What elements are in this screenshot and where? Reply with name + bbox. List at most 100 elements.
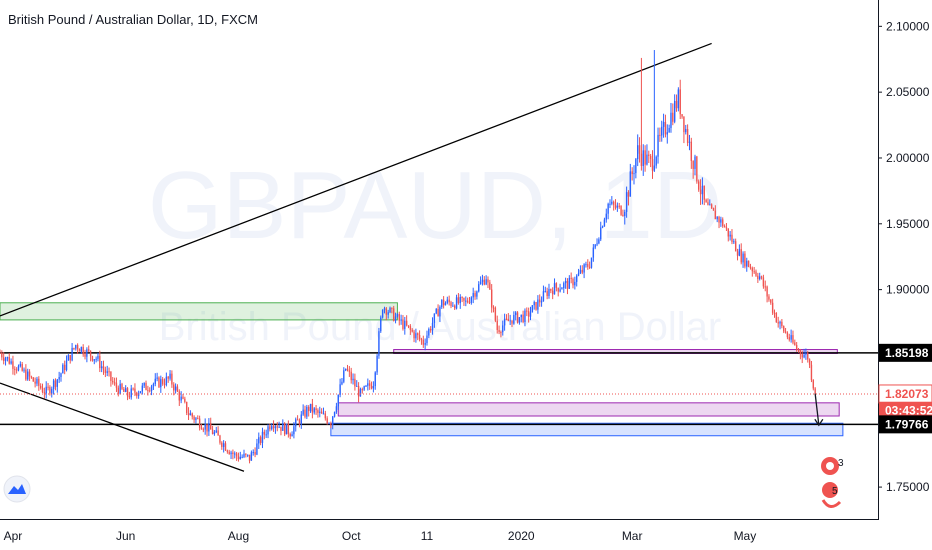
- candle-body: [328, 423, 330, 425]
- zone-green-resistance: [0, 302, 398, 321]
- price-tick-label: 2.00000: [886, 151, 930, 165]
- candle-body: [2, 357, 5, 361]
- badge-count-5: 5: [832, 486, 838, 497]
- candle-body: [398, 314, 400, 321]
- candle-body: [459, 296, 461, 304]
- zone-blue-target: [330, 422, 844, 437]
- candle-body: [60, 373, 62, 378]
- candle-body: [749, 266, 752, 269]
- candle-body: [376, 355, 378, 373]
- candle-body: [363, 386, 365, 390]
- candle-body: [596, 243, 598, 245]
- candle-body: [489, 282, 491, 290]
- candle-body: [252, 452, 254, 454]
- candle-body: [468, 302, 471, 304]
- candle-body: [145, 382, 147, 391]
- candle-body: [62, 364, 64, 374]
- chart-title: British Pound / Australian Dollar, 1D, F…: [8, 12, 258, 27]
- candle-body: [309, 403, 312, 412]
- candle-body: [614, 204, 617, 208]
- candle-body: [601, 226, 604, 228]
- candle-body: [753, 271, 755, 273]
- candle-body: [30, 376, 33, 378]
- candle-body: [766, 286, 768, 297]
- candle-body: [442, 299, 445, 306]
- candle-body: [230, 452, 232, 455]
- candle-body: [799, 349, 802, 355]
- candle-body: [1, 352, 3, 358]
- candle-body: [485, 279, 487, 285]
- candle-body: [326, 418, 328, 424]
- candle-body: [311, 403, 314, 413]
- candle-body: [206, 424, 208, 432]
- candle-body: [393, 308, 395, 321]
- candle-body: [535, 302, 537, 310]
- candle-body: [722, 219, 724, 227]
- candle-body: [6, 357, 9, 359]
- candle-body: [198, 418, 201, 428]
- candle-body: [63, 364, 66, 371]
- candle-body: [675, 100, 678, 109]
- candle-body: [378, 331, 380, 356]
- zones-layer: [0, 302, 844, 437]
- tradingview-logo-icon[interactable]: [3, 475, 31, 503]
- candle-body: [259, 437, 262, 443]
- candle-body: [283, 423, 286, 435]
- candle-body: [195, 418, 197, 420]
- candle-body: [609, 203, 611, 205]
- candle-body: [368, 383, 371, 386]
- candle-body: [452, 305, 454, 307]
- candle-body: [335, 406, 338, 412]
- candle-body: [542, 291, 545, 302]
- candle-body: [51, 388, 53, 394]
- candle-body: [372, 386, 375, 389]
- candle-body: [17, 366, 20, 371]
- candle-body: [492, 307, 495, 309]
- candle-body: [136, 392, 138, 396]
- candle-body: [261, 431, 264, 443]
- price-axis-bg[interactable]: [878, 0, 932, 550]
- candle-body: [45, 386, 47, 394]
- candle-body: [370, 385, 373, 389]
- time-axis[interactable]: Apr Jun Aug Oct 11 2020 Mar May: [4, 529, 757, 543]
- candle-body: [716, 216, 718, 220]
- candle-body: [431, 322, 434, 331]
- candle-body: [80, 347, 83, 352]
- candle-body: [119, 383, 121, 394]
- candle-body: [699, 189, 702, 195]
- candle-body: [520, 314, 522, 318]
- candle-body: [106, 371, 108, 373]
- candle-body: [612, 201, 615, 205]
- overlay-layer: [0, 393, 878, 427]
- candle-body: [291, 434, 293, 437]
- candle-body: [657, 134, 659, 157]
- candle-body: [705, 199, 707, 203]
- candle-body: [237, 456, 240, 460]
- candle-body: [254, 452, 256, 455]
- candle-body: [152, 383, 155, 387]
- candle-body: [126, 388, 129, 397]
- candle-body: [672, 112, 674, 122]
- candle-body: [557, 287, 559, 292]
- candle-body: [49, 387, 51, 394]
- candle-body: [498, 329, 500, 333]
- candle-body: [673, 100, 676, 122]
- candle-body: [97, 356, 99, 359]
- candle-body: [123, 388, 125, 392]
- candle-body: [32, 377, 34, 382]
- candle-body: [803, 354, 805, 358]
- candle-body: [211, 429, 214, 435]
- candle-body: [607, 203, 609, 214]
- candle-body: [690, 141, 693, 161]
- candle-body: [222, 443, 225, 447]
- candle-body: [688, 141, 691, 143]
- candle-body: [191, 413, 193, 417]
- candle-body: [359, 389, 362, 397]
- candle-body: [522, 314, 524, 322]
- candle-body: [788, 337, 790, 340]
- candle-body: [465, 300, 467, 302]
- candle-body: [500, 332, 502, 334]
- price-axis[interactable]: 2.10000 2.05000 2.00000 1.95000 1.90000 1.750…: [878, 19, 932, 494]
